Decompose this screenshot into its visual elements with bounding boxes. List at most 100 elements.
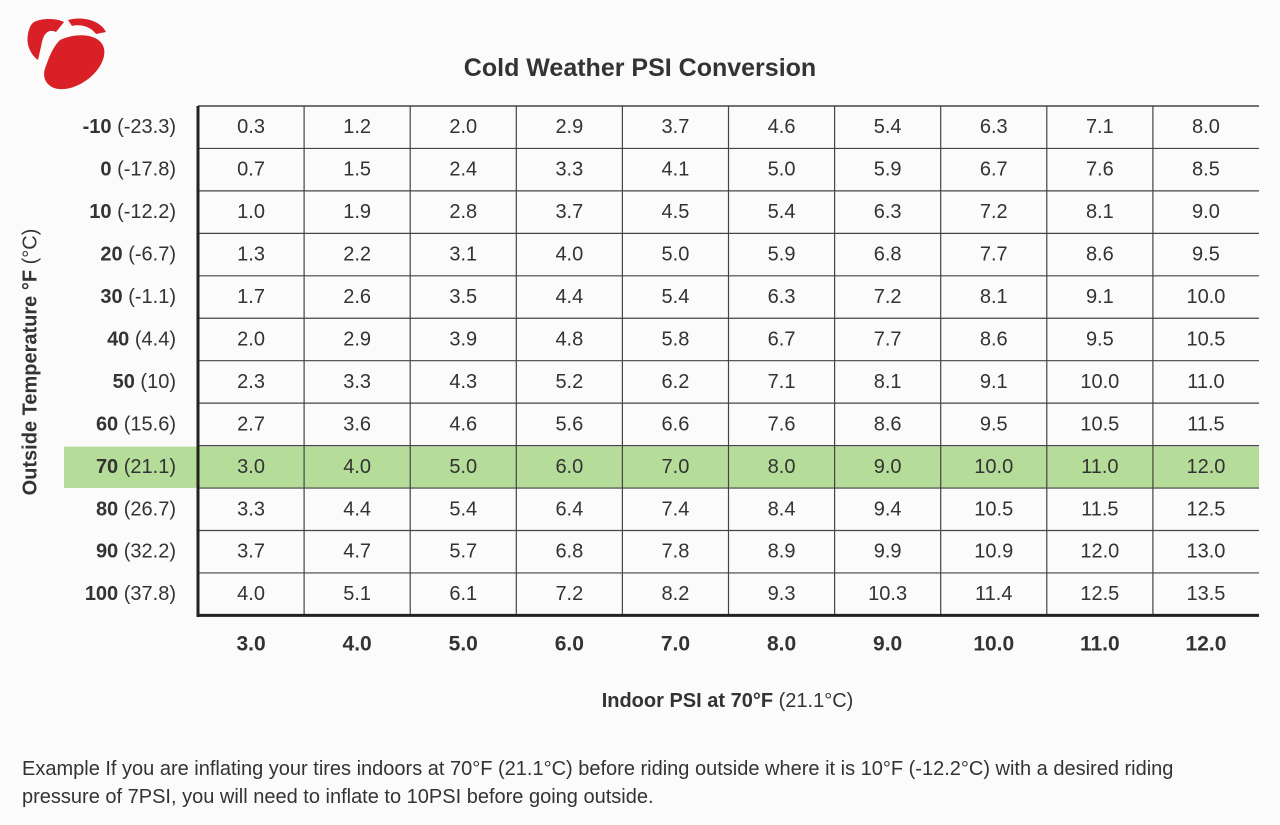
column-label: 8.0	[767, 633, 796, 656]
brand-logo	[27, 18, 106, 90]
cell-value: 9.4	[874, 498, 902, 520]
cell-value: 3.7	[237, 541, 265, 563]
cell-value: 10.9	[974, 541, 1013, 563]
cell-value: 8.1	[874, 371, 902, 393]
cell-value: 7.0	[662, 456, 690, 478]
cell-value: 9.1	[1086, 286, 1114, 308]
cell-value: 4.8	[555, 328, 583, 350]
column-label: 4.0	[343, 633, 372, 656]
cell-value: 7.7	[874, 328, 902, 350]
x-axis-title-main: Indoor PSI at 70°F	[601, 690, 774, 712]
cell-value: 1.2	[343, 116, 371, 138]
cell-value: 5.4	[449, 498, 477, 520]
cell-value: 5.4	[768, 201, 796, 223]
row-label-celsius: (21.1)	[124, 456, 176, 478]
cell-value: 2.4	[449, 159, 477, 181]
cell-value: 3.3	[237, 498, 265, 520]
cell-value: 6.2	[662, 371, 690, 393]
cell-value: 11.0	[1081, 456, 1118, 478]
cell-value: 1.3	[237, 244, 265, 266]
cell-value: 6.8	[874, 244, 902, 266]
cell-value: 11.5	[1187, 413, 1224, 435]
row-label-fahrenheit: 90	[96, 541, 124, 563]
cell-value: 3.7	[662, 116, 690, 138]
cell-value: 6.0	[555, 456, 583, 478]
row-label: 20 (-6.7)	[100, 244, 176, 266]
cell-value: 4.0	[237, 583, 265, 605]
cell-value: 3.0	[237, 456, 265, 478]
cell-value: 4.3	[449, 371, 477, 393]
cell-value: 10.5	[974, 498, 1013, 520]
logo-lower-blob	[44, 35, 105, 90]
cell-value: 6.3	[768, 286, 796, 308]
example-note: Example If you are inflating your tires …	[22, 758, 1174, 808]
cell-value: 7.2	[874, 286, 902, 308]
row-label-fahrenheit: 100	[85, 583, 124, 605]
cell-value: 8.6	[1086, 244, 1114, 266]
cell-value: 10.0	[1080, 371, 1119, 393]
cell-value: 2.8	[449, 201, 477, 223]
cell-value: 5.9	[874, 159, 902, 181]
cell-value: 8.9	[768, 541, 796, 563]
row-label-fahrenheit: 70	[96, 456, 124, 478]
cell-value: 3.5	[449, 286, 477, 308]
cell-value: 3.3	[343, 371, 371, 393]
cell-value: 12.5	[1080, 583, 1119, 605]
cell-value: 2.0	[237, 328, 265, 350]
column-label: 9.0	[873, 633, 902, 656]
cell-value: 2.3	[237, 371, 265, 393]
cell-value: 6.1	[449, 583, 477, 605]
row-label: 50 (10)	[113, 371, 176, 393]
row-label: 30 (-1.1)	[100, 286, 176, 308]
row-label-fahrenheit: -10	[83, 116, 117, 138]
cell-value: 3.3	[555, 159, 583, 181]
row-label: 40 (4.4)	[107, 328, 176, 350]
cell-value: 9.1	[980, 371, 1008, 393]
cell-value: 13.0	[1186, 541, 1225, 563]
cell-value: 8.0	[1192, 116, 1220, 138]
cell-value: 3.9	[449, 328, 477, 350]
cell-value: 5.4	[662, 286, 690, 308]
cell-value: 12.5	[1186, 498, 1225, 520]
cell-value: 2.2	[343, 244, 371, 266]
cell-value: 7.1	[768, 371, 796, 393]
cell-value: 0.3	[237, 116, 265, 138]
row-label: -10 (-23.3)	[83, 116, 176, 138]
row-label: 100 (37.8)	[85, 583, 176, 605]
cell-value: 6.3	[874, 201, 902, 223]
cell-value: 5.1	[343, 583, 371, 605]
cell-value: 6.6	[662, 413, 690, 435]
cell-value: 2.7	[237, 413, 265, 435]
cell-value: 7.2	[980, 201, 1008, 223]
cell-value: 1.0	[237, 201, 265, 223]
cell-value: 5.7	[449, 541, 477, 563]
row-label-celsius: (37.8)	[124, 583, 176, 605]
cell-value: 9.3	[768, 583, 796, 605]
row-label-celsius: (-23.3)	[117, 116, 176, 138]
cell-value: 10.5	[1186, 328, 1225, 350]
row-label-celsius: (4.4)	[135, 328, 176, 350]
x-axis-title-unit: (21.1°C)	[773, 690, 854, 712]
cell-value: 3.6	[343, 413, 371, 435]
cell-value: 5.6	[555, 413, 583, 435]
chart-title: Cold Weather PSI Conversion	[463, 54, 817, 82]
cell-value: 9.5	[1086, 328, 1114, 350]
cell-value: 10.3	[868, 583, 907, 605]
cell-value: 7.2	[555, 583, 583, 605]
cell-value: 3.1	[449, 244, 477, 266]
row-label-celsius: (10)	[140, 371, 176, 393]
cell-value: 5.9	[768, 244, 796, 266]
cell-value: 4.0	[343, 456, 371, 478]
cell-value: 7.8	[662, 541, 690, 563]
cell-value: 4.1	[662, 159, 690, 181]
cell-value: 2.6	[343, 286, 371, 308]
row-label: 90 (32.2)	[96, 541, 176, 563]
row-label-fahrenheit: 80	[96, 498, 124, 520]
cell-value: 6.7	[980, 159, 1008, 181]
row-label-celsius: (32.2)	[124, 541, 176, 563]
cell-value: 13.5	[1186, 583, 1225, 605]
column-label: 3.0	[236, 633, 265, 656]
cell-value: 2.9	[555, 116, 583, 138]
cell-value: 1.7	[237, 286, 265, 308]
